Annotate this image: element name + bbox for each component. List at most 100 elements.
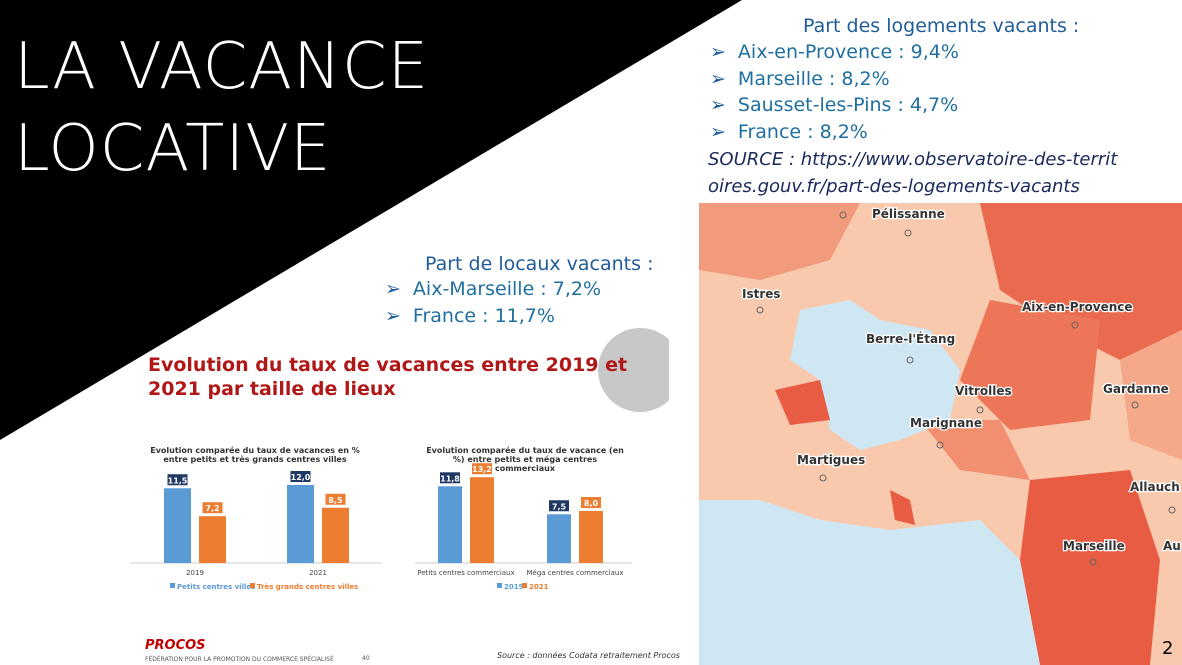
town-label: Martigues <box>797 453 865 467</box>
value-label: 12,0 <box>291 473 311 482</box>
title-line: LA VACANCE <box>14 30 430 104</box>
value-label-box <box>202 502 223 514</box>
legend-marker <box>497 583 502 588</box>
region <box>960 300 1100 430</box>
x-tick-label: Petits centres commerciaux <box>417 569 514 577</box>
value-label: 11,5 <box>168 476 188 485</box>
chart-title: Evolution comparée du taux de vacances e… <box>150 446 360 464</box>
town-dot <box>976 406 984 414</box>
list-item: ➢ France : 8,2% <box>710 119 959 146</box>
value-label-box <box>549 500 569 512</box>
value-label: 11,8 <box>440 474 460 483</box>
value-label: 8,5 <box>328 496 343 505</box>
town-label: Vitrolles <box>955 384 1012 398</box>
decor-circle <box>598 328 682 412</box>
legend-label: 2021 <box>529 583 549 591</box>
town-label: Berre-l'Étang <box>866 331 955 346</box>
item-text: Aix-Marseille : 7,2% <box>412 278 602 300</box>
figure-title: Evolution du taux de vacances entre 2019… <box>148 354 628 400</box>
page-ref: 40 <box>362 655 370 662</box>
region <box>1120 330 1182 460</box>
page-number: 2 <box>1162 638 1174 659</box>
town-label: Istres <box>742 287 781 301</box>
town-dot <box>936 441 944 449</box>
bullet: ➢ <box>710 67 726 90</box>
value-label-box <box>581 497 601 508</box>
bar <box>579 511 603 563</box>
region <box>890 490 915 525</box>
town-dot <box>756 306 764 314</box>
town-dot <box>1071 321 1079 329</box>
town-dot <box>839 211 847 219</box>
town-label: Marignane <box>910 416 982 430</box>
x-tick-label: 2021 <box>309 569 327 577</box>
town-dot <box>819 474 827 482</box>
item-text: Sausset-les-Pins : 4,7% <box>737 94 959 116</box>
legend-label: 2019 <box>504 583 524 591</box>
value-label: 7,5 <box>552 502 567 511</box>
mask <box>669 330 699 420</box>
town-dot <box>1089 558 1097 566</box>
x-tick-label: 2019 <box>186 569 204 577</box>
region <box>699 203 860 280</box>
figure-source: Source : données Codata retraitement Pro… <box>497 651 680 660</box>
legend-marker <box>250 583 255 588</box>
legend-marker <box>522 583 527 588</box>
town-label: Marseille <box>1063 539 1125 553</box>
premises-list: ➢ Aix-Marseille : 7,2% ➢ France : 11,7% <box>385 276 601 329</box>
bar <box>164 488 191 563</box>
list-item: ➢ Aix-en-Provence : 9,4% <box>710 39 959 66</box>
town-label: Allauch <box>1130 480 1180 494</box>
value-label-box <box>167 474 188 486</box>
bar <box>547 514 571 563</box>
town-dot <box>904 229 912 237</box>
town-dot <box>906 356 914 364</box>
town-dot <box>1168 506 1176 514</box>
housing-heading: Part des logements vacants : <box>803 15 1080 37</box>
title-line: LOCATIVE <box>14 112 332 186</box>
premises-heading: Part de locaux vacants : <box>425 253 654 275</box>
region <box>1020 470 1160 665</box>
value-label-box <box>472 463 492 475</box>
bullet: ➢ <box>710 120 726 143</box>
bullet: ➢ <box>385 304 401 327</box>
list-item: ➢ Sausset-les-Pins : 4,7% <box>710 92 959 119</box>
town-dot <box>1131 401 1139 409</box>
legend-label: Très grands centres villes <box>257 583 358 591</box>
item-text: France : 11,7% <box>412 304 555 327</box>
legend-label: Petits centres villes <box>177 583 255 591</box>
housing-list: ➢ Aix-en-Provence : 9,4% ➢ Marseille : 8,2%… <box>710 39 959 145</box>
black-triangle <box>0 0 742 440</box>
x-tick-label: Méga centres commerciaux <box>526 569 623 577</box>
value-label-box <box>325 493 346 505</box>
value-label: 7,2 <box>205 504 219 513</box>
town-label: Aix-en-Provence <box>1022 300 1133 314</box>
bullet: ➢ <box>710 41 726 63</box>
bar <box>438 486 462 563</box>
logo-subtitle: FÉDÉRATION POUR LA PROMOTION DU COMMERCE… <box>145 656 334 663</box>
sea <box>699 500 1040 665</box>
town-label: Au <box>1163 539 1181 553</box>
region <box>920 420 1030 480</box>
bullet: ➢ <box>710 94 726 116</box>
list-item: ➢ Marseille : 8,2% <box>710 66 959 93</box>
map: Pélissanne Istres Aix-en-Provence Berre-l'É… <box>699 203 1182 665</box>
bullet: ➢ <box>385 278 401 300</box>
list-item: ➢ France : 11,7% <box>385 303 601 330</box>
list-item: ➢ Aix-Marseille : 7,2% <box>385 276 601 303</box>
bar <box>470 477 494 563</box>
housing-source: SOURCE : https://www.observatoire-des-te… <box>708 149 1118 197</box>
bar <box>287 485 314 563</box>
value-label: 13,2 <box>472 465 492 474</box>
town-label: Gardanne <box>1103 382 1169 396</box>
value-label-box <box>290 471 311 482</box>
bar <box>322 507 349 563</box>
chart-title: Evolution comparée du taux de vacance (e… <box>426 446 624 473</box>
legend-marker <box>170 583 175 588</box>
region <box>980 203 1182 360</box>
town-label: Pélissanne <box>872 207 945 221</box>
item-text: Marseille : 8,2% <box>737 67 890 90</box>
item-text: Aix-en-Provence : 9,4% <box>737 41 959 63</box>
